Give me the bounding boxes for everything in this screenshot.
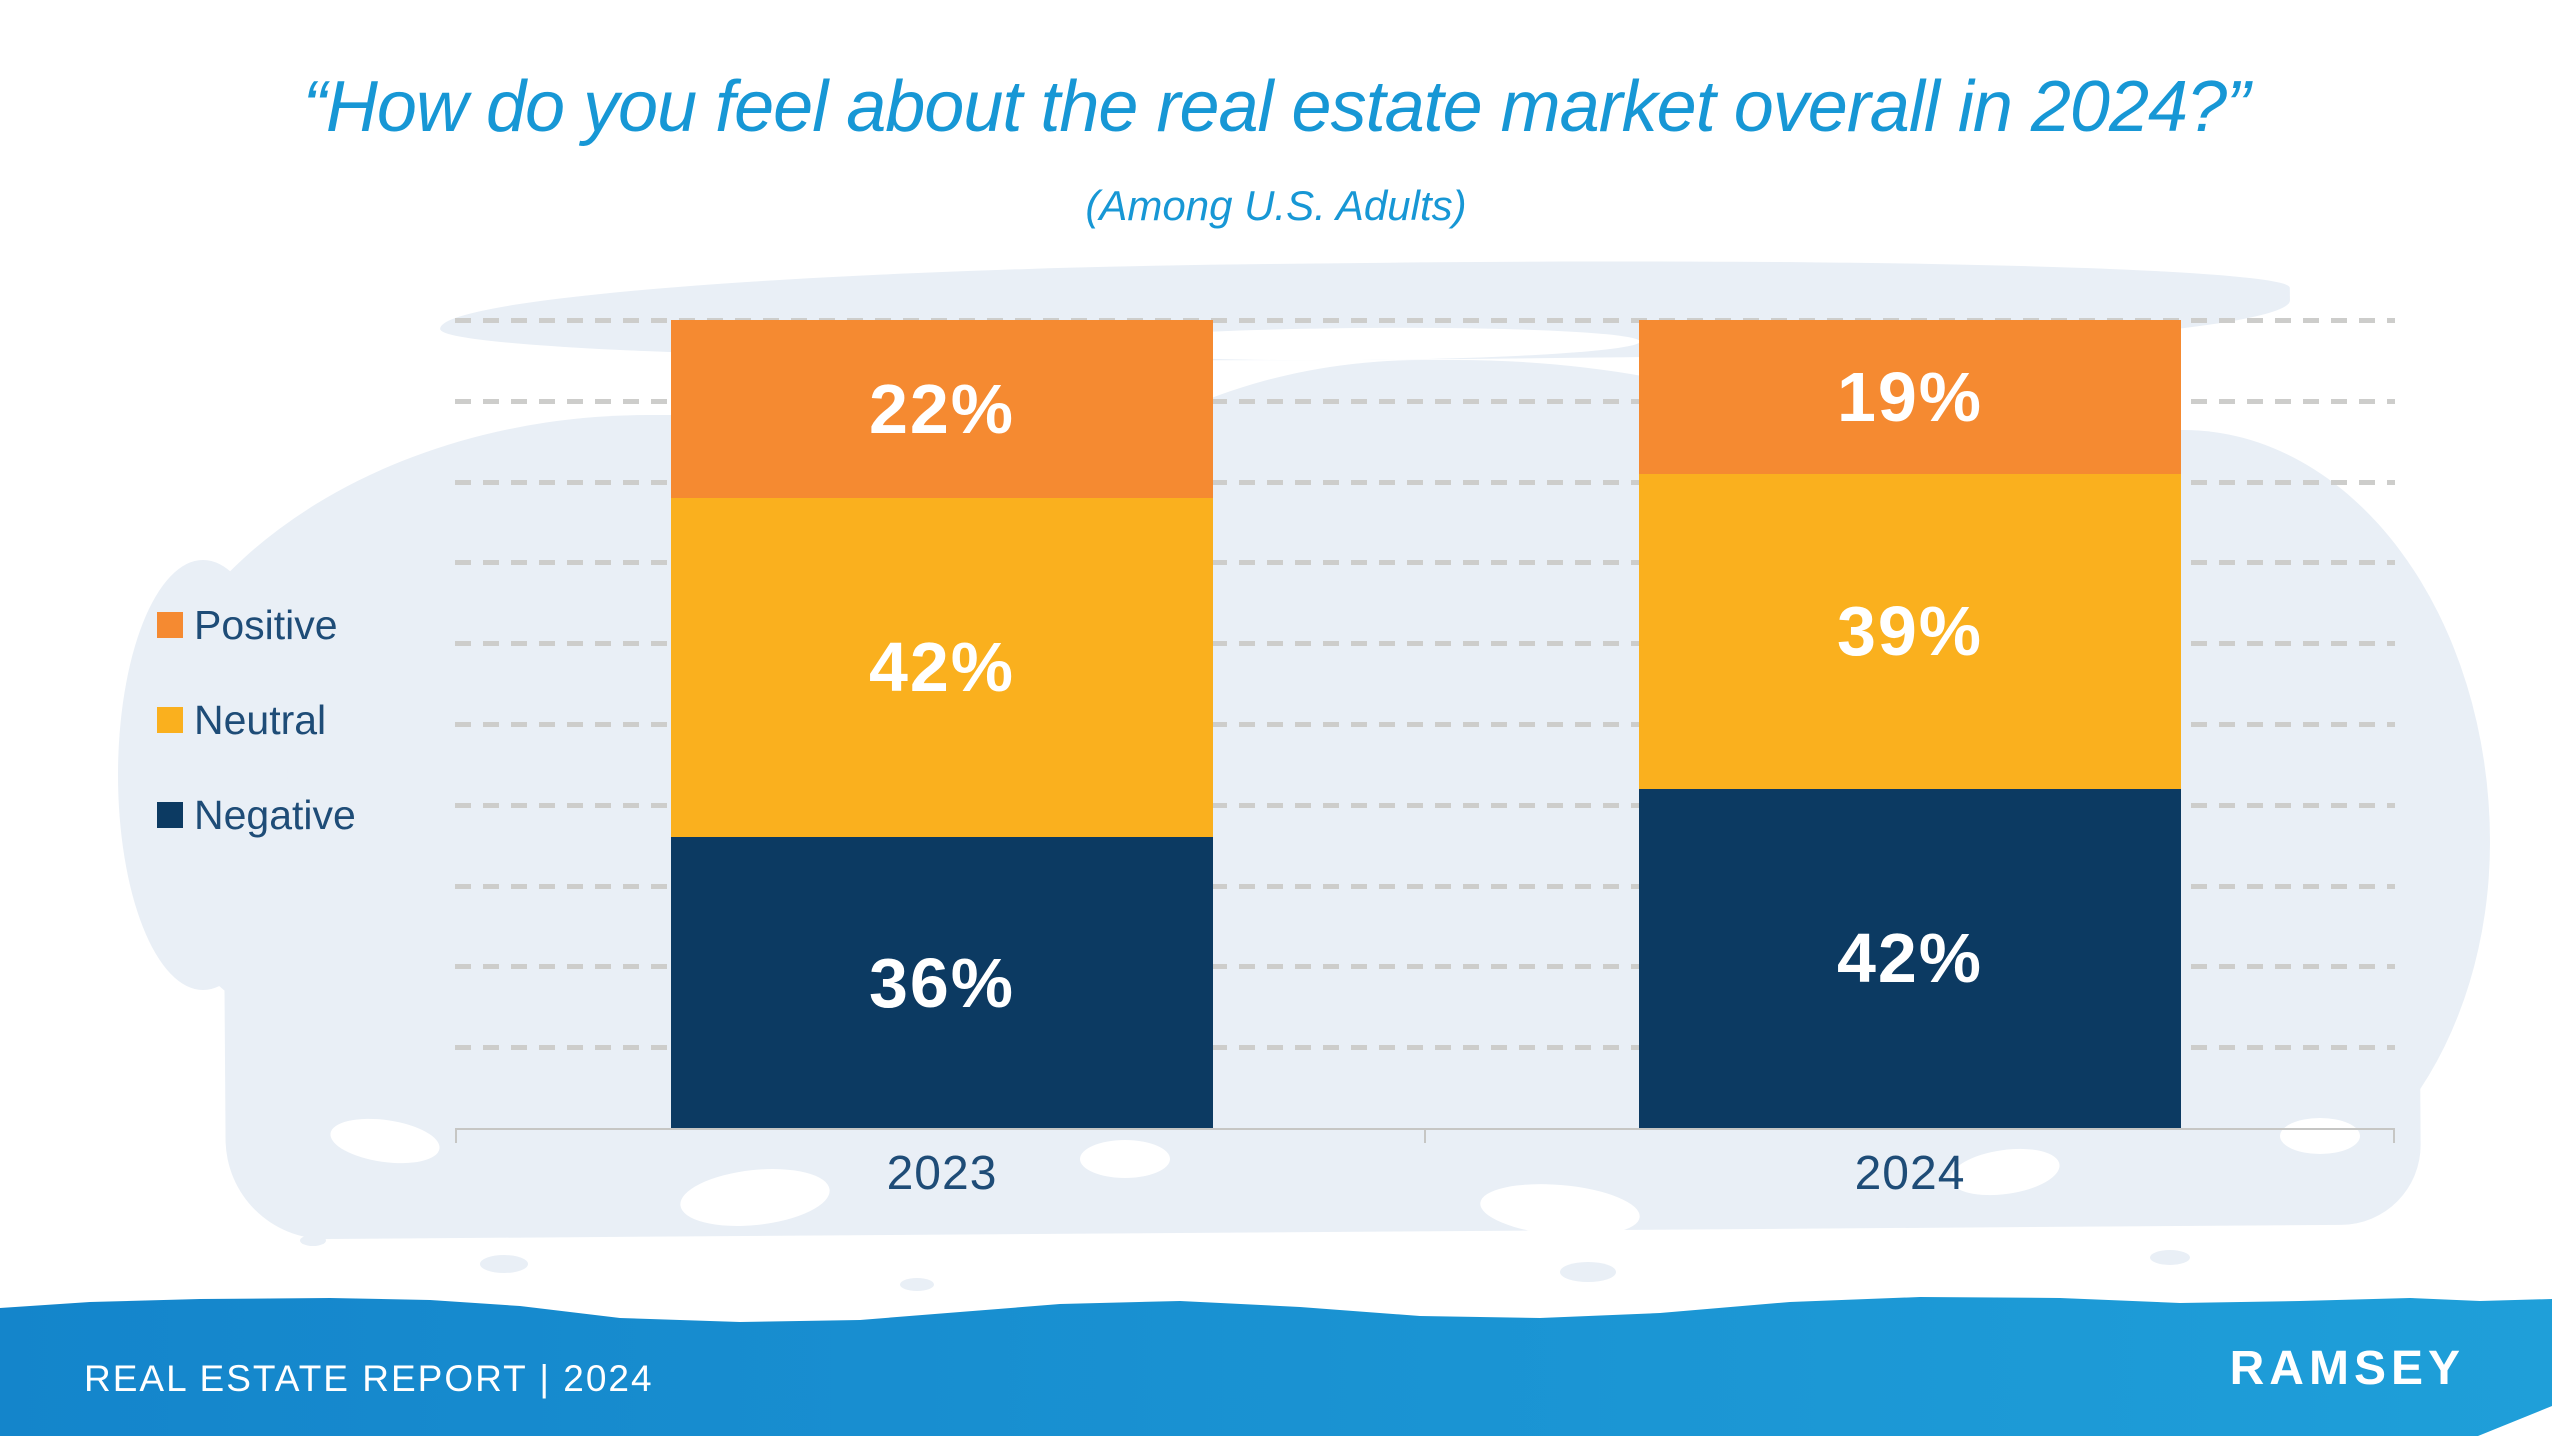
y-gridline-80pct [455,479,2395,485]
bar-2024-value-label-positive: 19% [1836,357,1984,436]
bar-2024-value-label-neutral: 39% [1836,592,1984,671]
bar-2023-value-label-positive: 22% [868,369,1016,448]
legend-item-neutral: Neutral [157,696,356,744]
bar-2024-value-label-negative: 42% [1836,919,1984,998]
y-gridline-100pct [455,318,2395,323]
x-axis-tick [1424,1128,1426,1143]
footer-band [0,1297,2552,1436]
bar-2023-value-label-neutral: 42% [868,628,1016,707]
y-gridline-90pct [455,398,2395,404]
footer-brand-logo: RAMSEY [2229,1342,2465,1395]
bar-2024: 19% 39% 42% [1639,320,2181,1128]
legend: Positive Neutral Negative [157,601,356,886]
legend-swatch-neutral [157,707,183,733]
footer-report-label: REAL ESTATE REPORT | 2024 [84,1358,654,1399]
legend-swatch-negative [157,802,183,828]
bar-2023-segment-positive: 22% [671,320,1213,498]
watercolor-white-splatter [2280,1118,2360,1154]
watercolor-speckle [900,1278,934,1291]
bar-2024-segment-neutral: 39% [1639,473,2181,789]
y-gridline-30pct [455,883,2395,889]
bar-2024-segment-positive: 19% [1639,320,2181,474]
plot-area: 22% 42% 36% 19% 39% 42% [455,318,2395,1143]
bar-2024-segment-negative: 42% [1639,788,2181,1128]
watercolor-white-splatter [1080,1140,1170,1178]
chart-title: “How do you feel about the real estate m… [302,67,2250,147]
bar-2023: 22% 42% 36% [671,320,1213,1128]
legend-label-negative: Negative [194,791,356,838]
watercolor-speckle [2150,1250,2190,1265]
y-gridline-20pct [455,964,2395,970]
y-gridline-10pct [455,1045,2395,1051]
y-gridline-40pct [455,802,2395,808]
legend-item-negative: Negative [157,791,356,839]
bar-2023-segment-negative: 36% [671,837,1213,1128]
legend-swatch-positive [157,612,183,638]
legend-label-positive: Positive [194,601,338,648]
y-gridline-60pct [455,641,2395,647]
watercolor-blob [118,560,288,990]
x-axis-label-2024: 2024 [1854,1147,1966,1200]
y-gridline-50pct [455,722,2395,727]
watercolor-speckle [480,1255,528,1273]
chart-subtitle: (Among U.S. Adults) [1085,182,1467,229]
x-axis-tick [2393,1128,2395,1143]
x-axis-tick [455,1128,457,1143]
watercolor-speckle [300,1235,326,1246]
y-gridline-70pct [455,560,2395,566]
bar-2023-value-label-negative: 36% [868,943,1016,1022]
legend-label-neutral: Neutral [194,696,327,743]
legend-item-positive: Positive [157,601,356,649]
x-axis-label-2023: 2023 [886,1147,998,1200]
bar-2023-segment-neutral: 42% [671,497,1213,838]
watercolor-speckle [1560,1262,1616,1282]
